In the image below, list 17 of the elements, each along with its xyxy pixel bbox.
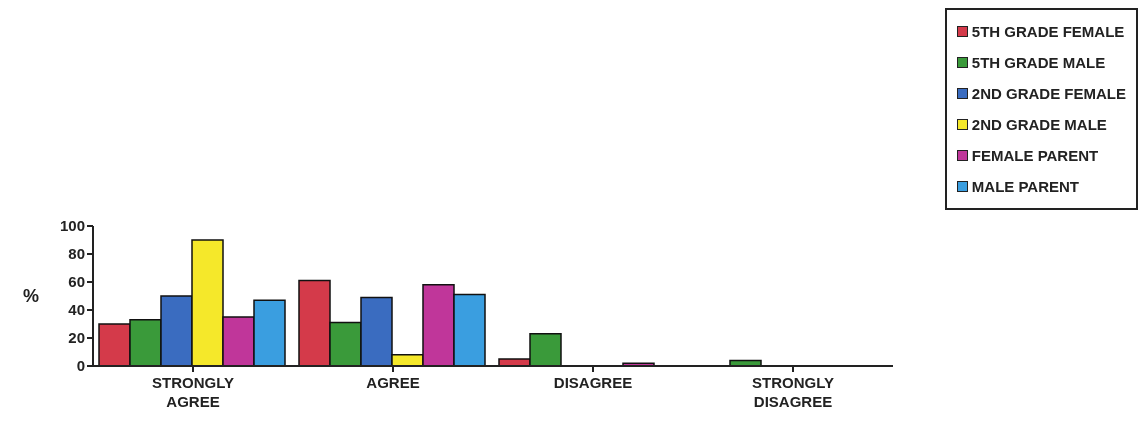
x-tick-label: AGREE xyxy=(366,374,420,391)
legend-label: MALE PARENT xyxy=(971,178,1080,195)
x-tick-label: STRONGLY AGREE xyxy=(152,374,234,410)
y-tick-label: 20 xyxy=(68,329,85,347)
legend-label: 5TH GRADE FEMALE xyxy=(971,23,1125,40)
legend-label: 2ND GRADE FEMALE xyxy=(971,85,1126,102)
y-tick-label: 80 xyxy=(68,245,85,263)
legend-label: 5TH GRADE MALE xyxy=(971,54,1106,71)
legend-label: FEMALE PARENT xyxy=(971,147,1099,164)
y-axis-title: % xyxy=(23,286,40,307)
y-tick-label: 100 xyxy=(59,217,85,235)
y-tick-label: 60 xyxy=(68,273,85,291)
x-tick-label: STRONGLY DISAGREE xyxy=(752,374,834,410)
x-tick-label: DISAGREE xyxy=(553,374,633,391)
y-tick-label: 0 xyxy=(76,357,85,375)
y-tick-label: 40 xyxy=(68,301,85,319)
legend-label: 2ND GRADE MALE xyxy=(971,116,1107,133)
